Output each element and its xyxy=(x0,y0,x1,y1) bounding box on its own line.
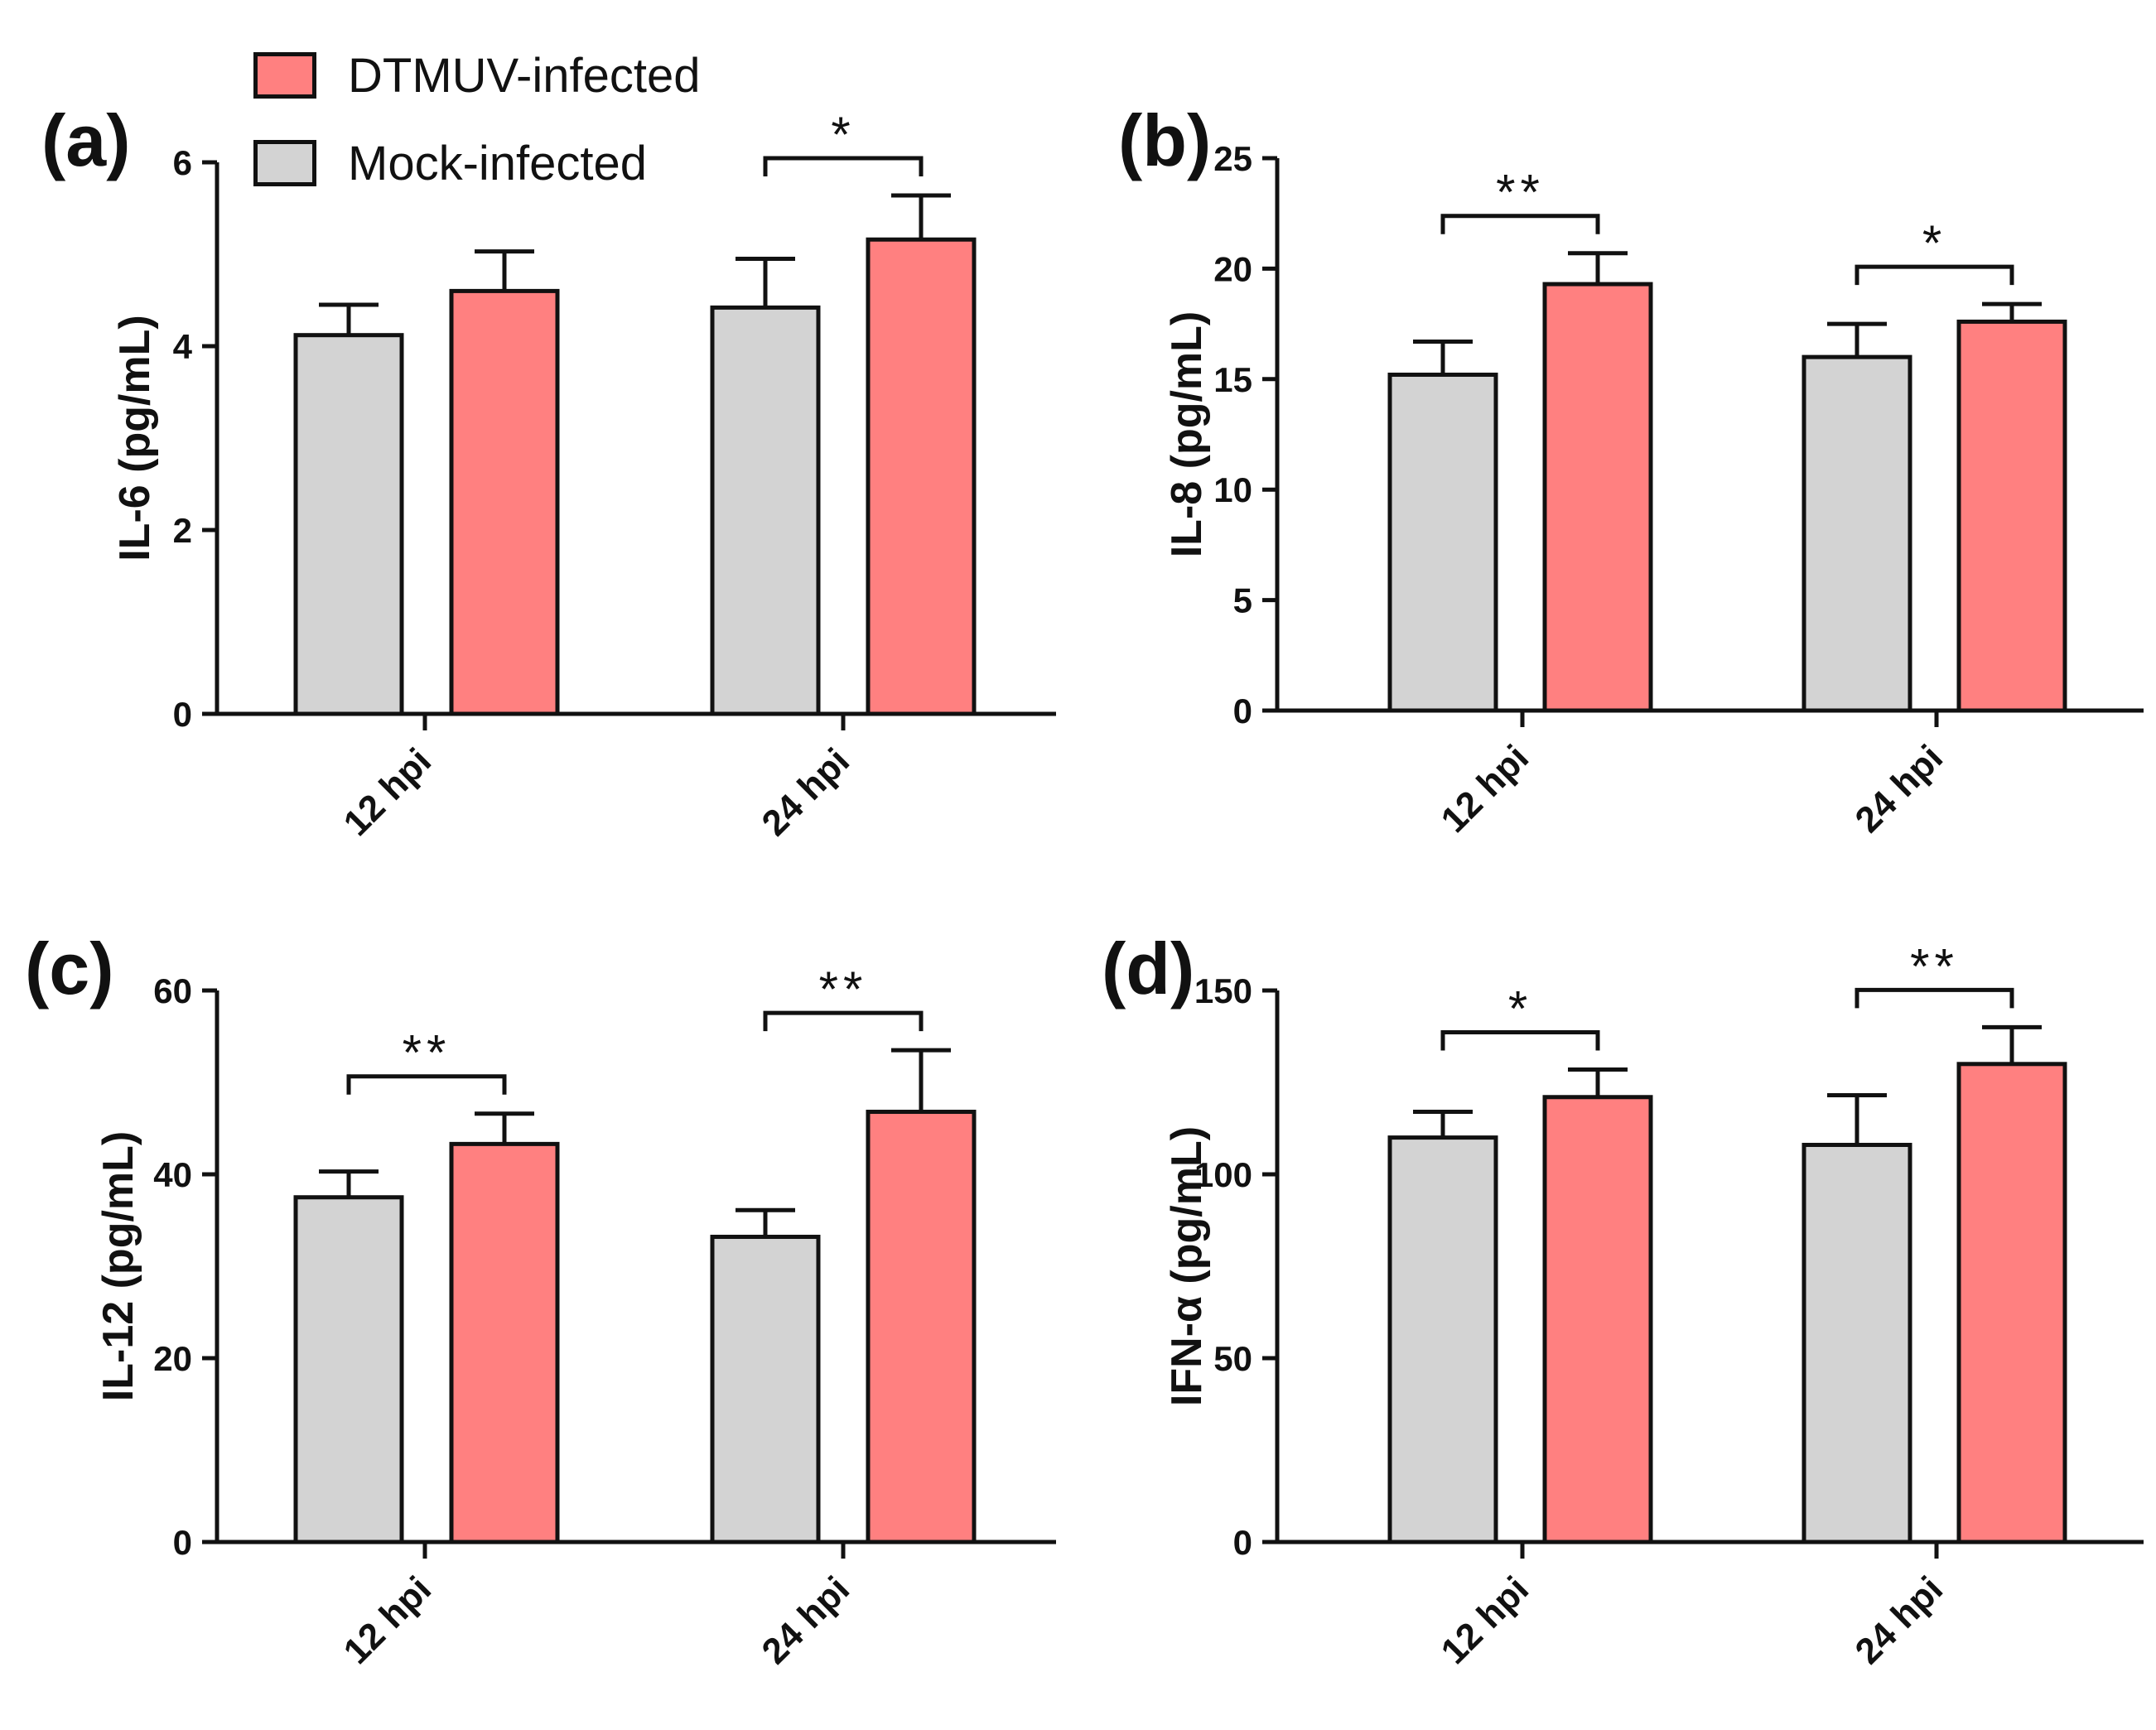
bar-dtmuv xyxy=(866,1110,977,1544)
y-tick-label: 25 xyxy=(1213,139,1252,178)
panel-label: (b) xyxy=(1118,99,1211,181)
legend-swatch-mock xyxy=(253,140,316,186)
y-tick-label: 50 xyxy=(1213,1339,1252,1378)
x-tick-label: 24 hpi xyxy=(1848,1569,1951,1672)
y-tick-label: 10 xyxy=(1213,470,1252,509)
y-tick-label: 0 xyxy=(173,695,192,734)
bar-mock xyxy=(710,305,821,716)
y-tick-label: 0 xyxy=(1233,1523,1252,1562)
y-axis-label: IL-6 (pg/mL) xyxy=(111,315,159,561)
panel-label: (c) xyxy=(25,928,114,1010)
significance-label: ** xyxy=(1496,165,1545,220)
significance-bracket xyxy=(346,1074,507,1095)
legend-item-dtmuv: DTMUV-infected xyxy=(253,31,700,119)
y-tick-label: 150 xyxy=(1194,971,1252,1010)
y-tick-label: 0 xyxy=(173,1523,192,1562)
y-tick-label: 4 xyxy=(173,327,193,366)
bar-dtmuv xyxy=(1956,1062,2067,1544)
y-tick-label: 15 xyxy=(1213,360,1252,399)
significance-label: * xyxy=(1922,215,1946,271)
y-axis-label: IL-12 (pg/mL) xyxy=(94,1131,142,1401)
significance-bracket xyxy=(1440,1029,1600,1051)
y-tick-label: 20 xyxy=(1213,249,1252,288)
legend-swatch-dtmuv xyxy=(253,52,316,99)
significance-bracket xyxy=(1440,214,1600,234)
y-tick-label: 5 xyxy=(1233,581,1252,620)
significance-bracket xyxy=(763,1010,924,1032)
y-tick-label: 20 xyxy=(153,1339,192,1378)
bar-dtmuv xyxy=(1542,1095,1653,1544)
significance-bracket xyxy=(1855,987,2014,1009)
x-tick-label: 12 hpi xyxy=(336,1569,440,1672)
bar-mock xyxy=(293,333,404,716)
bar-mock xyxy=(1387,1135,1498,1544)
bar-mock xyxy=(1387,372,1498,713)
y-tick-label: 60 xyxy=(153,971,192,1010)
significance-bracket xyxy=(1855,264,2014,286)
significance-label: ** xyxy=(1910,938,1959,994)
bar-dtmuv xyxy=(1956,319,2067,713)
bar-mock xyxy=(293,1195,404,1544)
legend-item-mock: Mock-infected xyxy=(253,119,700,207)
bar-mock xyxy=(710,1234,821,1544)
bar-dtmuv xyxy=(866,237,977,716)
significance-label: ** xyxy=(819,961,868,1017)
y-tick-label: 40 xyxy=(153,1155,192,1194)
x-tick-label: 12 hpi xyxy=(1434,1569,1537,1672)
legend-label-mock: Mock-infected xyxy=(348,136,648,190)
x-tick-label: 24 hpi xyxy=(755,1569,858,1672)
significance-bracket xyxy=(763,156,924,176)
y-tick-label: 100 xyxy=(1194,1155,1252,1194)
significance-label: * xyxy=(1508,981,1532,1036)
y-tick-label: 0 xyxy=(1233,692,1252,730)
bar-dtmuv xyxy=(1542,282,1653,713)
x-tick-label: 24 hpi xyxy=(755,740,858,844)
x-tick-label: 12 hpi xyxy=(1434,737,1537,841)
significance-label: * xyxy=(831,107,855,162)
bar-mock xyxy=(1801,354,1912,713)
x-tick-label: 24 hpi xyxy=(1848,737,1951,841)
chart-panel-1: (a) IL-6 (pg/mL) 0 2 4 6 12 hpi 24 hpi * xyxy=(41,99,1056,844)
legend: DTMUV-infected Mock-infected xyxy=(253,31,700,207)
bar-dtmuv xyxy=(449,1141,560,1544)
panel-label: (d) xyxy=(1102,928,1194,1010)
bar-mock xyxy=(1801,1142,1912,1544)
legend-label-dtmuv: DTMUV-infected xyxy=(348,48,701,103)
y-axis-label: IFN-α (pg/mL) xyxy=(1163,1126,1211,1406)
bar-dtmuv xyxy=(449,288,560,716)
y-tick-label: 2 xyxy=(173,511,192,550)
x-tick-label: 12 hpi xyxy=(336,740,440,844)
y-axis-label: IL-8 (pg/mL) xyxy=(1163,311,1211,558)
y-tick-label: 6 xyxy=(173,143,192,182)
significance-label: ** xyxy=(403,1025,451,1081)
chart-panel-3: (c) IL-12 (pg/mL) 0 20 40 60 12 hpi 24 hpi ** ** xyxy=(25,928,1056,1672)
panel-label: (a) xyxy=(41,99,131,181)
